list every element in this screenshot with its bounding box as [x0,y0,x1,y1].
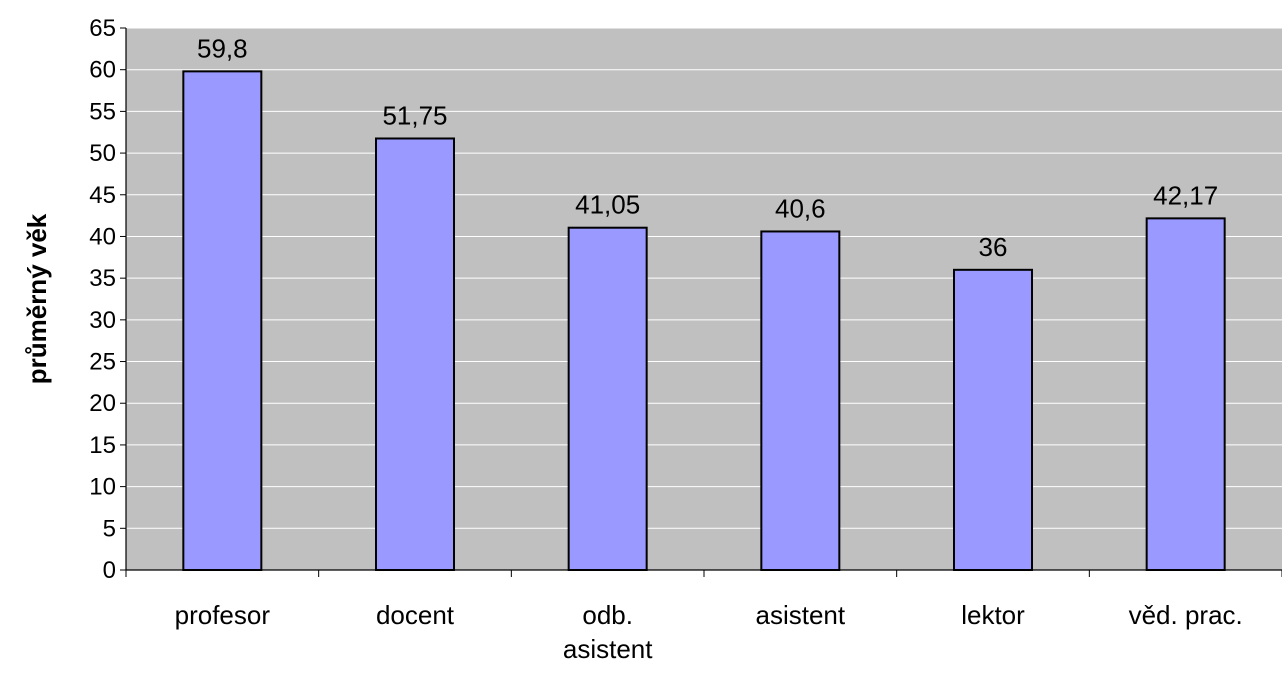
x-tick-label-line: věd. prac. [1129,600,1243,630]
x-tick-label: odb. asistent [563,600,653,664]
data-label: 51,75 [382,100,447,130]
bar-4 [761,231,839,570]
x-tick-label: docent [376,600,455,630]
bar-5 [954,270,1032,570]
bar-2 [376,138,454,570]
y-tick-label: 55 [89,98,116,125]
x-tick-label-line: asistent [563,634,653,664]
x-tick-label-line: asistent [756,600,846,630]
x-tick-label-line: lektor [961,600,1025,630]
y-tick-label: 60 [89,57,116,84]
data-label: 36 [979,232,1008,262]
y-tick-label: 50 [89,140,116,167]
y-tick-label: 0 [103,557,116,584]
x-tick-label-line: docent [376,600,455,630]
y-tick-label: 25 [89,349,116,376]
data-label: 59,8 [197,33,248,63]
y-tick-labels: 0 5 10 15 20 25 30 35 40 45 50 55 60 65 [89,15,116,584]
bar-6 [1147,218,1225,570]
data-label: 42,17 [1153,180,1218,210]
bar-3 [569,228,647,570]
y-tick-label: 65 [89,15,116,42]
y-tick-label: 35 [89,265,116,292]
x-tick-label: profesor [175,600,271,630]
y-tick-label: 40 [89,223,116,250]
y-tick-label: 20 [89,390,116,417]
x-tick-label: lektor [961,600,1025,630]
y-tick-label: 10 [89,474,116,501]
x-tick-label-line: odb. [582,600,633,630]
y-tick-label: 5 [103,515,116,542]
data-label: 41,05 [575,190,640,220]
data-label: 40,6 [775,193,826,223]
bar-1 [183,71,261,570]
x-tick-label: věd. prac. [1129,600,1243,630]
x-tick-label: asistent [756,600,846,630]
x-tick-labels: profesor docent odb. asistent asistent lektor… [175,600,1243,664]
y-axis-title: průměrný věk [22,213,52,384]
x-tick-label-line: profesor [175,600,271,630]
plot-area [126,28,1282,570]
y-tick-label: 45 [89,182,116,209]
y-tick-label: 15 [89,432,116,459]
y-tick-label: 30 [89,307,116,334]
